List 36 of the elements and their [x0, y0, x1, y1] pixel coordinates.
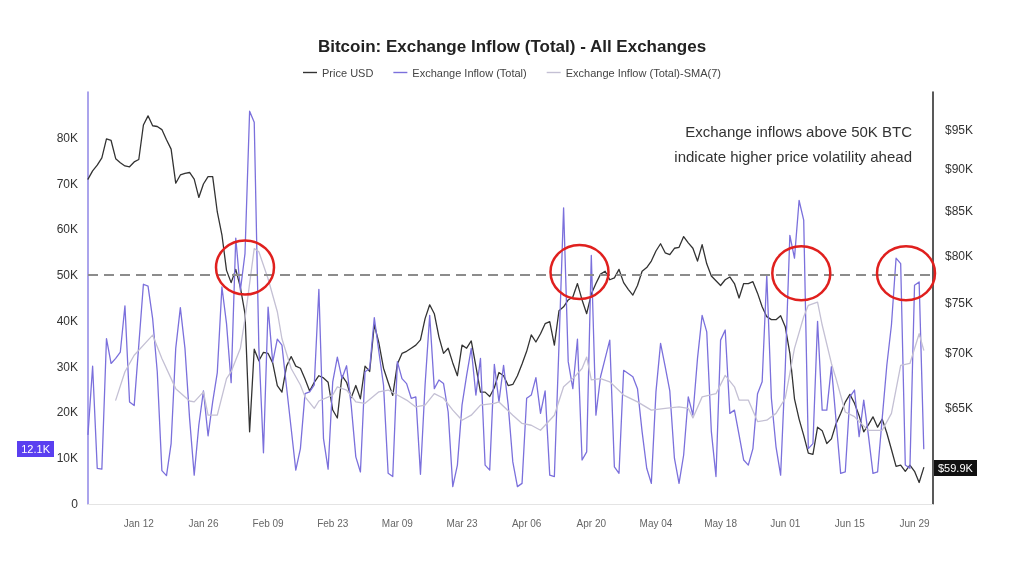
y2-tick-label: $90K: [945, 162, 974, 177]
y2-tick-label: $95K: [945, 122, 974, 137]
x-tick-label: Jun 15: [834, 517, 866, 529]
x-tick-label: Jun 01: [770, 517, 801, 529]
x-tick-label: Jun 29: [899, 517, 930, 529]
chart-title: Bitcoin: Exchange Inflow (Total) - All Exchanges: [317, 37, 707, 56]
legend-label: Exchange Inflow (Total): [412, 66, 527, 79]
y-tick-label: 80K: [56, 130, 78, 145]
x-tick-label: Feb 23: [317, 517, 349, 529]
y-tick-label: 60K: [56, 222, 78, 237]
y-tick-label: 50K: [56, 268, 78, 283]
y2-tick-label: $65K: [945, 400, 974, 415]
y-tick-label: 20K: [56, 405, 78, 420]
y-tick-label: 30K: [56, 359, 78, 374]
x-tick-label: Mar 09: [381, 517, 414, 529]
legend-label: Price USD: [322, 66, 374, 79]
text: 12.1K: [17, 440, 54, 457]
y2-tick-label: $85K: [945, 204, 974, 219]
y2-tick-label: $75K: [945, 295, 974, 310]
x-tick-label: Apr 20: [576, 517, 607, 529]
y2-tick-label: $70K: [945, 346, 974, 361]
x-tick-label: Jan 12: [123, 517, 155, 529]
annotation: Exchange inflows above 50K BTC indicate higher price volatility ahead: [673, 122, 912, 167]
x-tick-label: May 04: [639, 517, 673, 529]
x-tick-label: Jan 26: [188, 517, 219, 529]
legend-label: Exchange Inflow (Total)-SMA(7): [565, 66, 721, 79]
y-tick-label: 40K: [56, 313, 78, 328]
text: $59.9K: [934, 459, 977, 476]
y-tick-label: 70K: [56, 176, 78, 191]
x-tick-label: Feb 09: [252, 517, 285, 529]
y-tick-label: 10K: [56, 451, 78, 466]
y-tick-label: 0: [71, 497, 79, 511]
y2-tick-label: $80K: [945, 248, 974, 263]
x-tick-label: Mar 23: [446, 517, 479, 529]
x-tick-label: May 18: [704, 517, 738, 529]
x-tick-label: Apr 06: [511, 517, 542, 529]
